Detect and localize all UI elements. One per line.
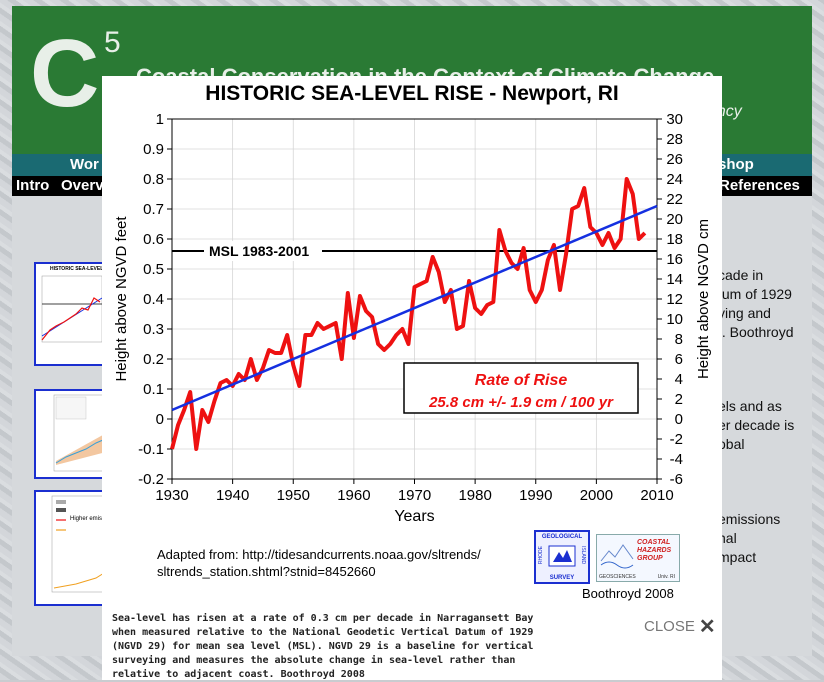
x-tick-label: 1980 bbox=[458, 487, 491, 504]
y-tick-label-right: -2 bbox=[670, 431, 683, 448]
rate-of-rise-value: 25.8 cm +/- 1.9 cm / 100 yr bbox=[428, 394, 614, 411]
y-tick-label-left: -0.2 bbox=[138, 471, 164, 488]
thumb-legend-text: Higher emiss bbox=[70, 516, 106, 522]
y-tick-label-left: 0.5 bbox=[143, 261, 164, 278]
source-credit-line-1: Adapted from: http://tidesandcurrents.no… bbox=[157, 547, 481, 562]
x-tick-label: 1950 bbox=[277, 487, 310, 504]
thumb-title: HISTORIC SEA-LEVEL R bbox=[50, 266, 109, 272]
side-text-block-1: cade in tum of 1929 ying and t. Boothroyd bbox=[718, 267, 794, 340]
rate-of-rise-title: Rate of Rise bbox=[475, 372, 568, 389]
y-axis-label-right: Height above NGVD cm bbox=[695, 219, 712, 379]
y-tick-label-right: 18 bbox=[666, 231, 683, 248]
x-tick-label: 1960 bbox=[337, 487, 370, 504]
thumb-chart-graphic bbox=[41, 275, 103, 343]
x-tick-label: 1930 bbox=[155, 487, 188, 504]
y-tick-label-left: 0 bbox=[156, 411, 164, 428]
y-tick-label-right: 26 bbox=[666, 151, 683, 168]
image-caption: Sea-level has risen at a rate of 0.3 cm … bbox=[112, 613, 534, 680]
x-tick-label: 1940 bbox=[216, 487, 249, 504]
x-tick-label: 2000 bbox=[580, 487, 613, 504]
msl-label: MSL 1983-2001 bbox=[209, 243, 309, 259]
close-icon: ✕ bbox=[698, 616, 716, 638]
side-text-block-3: emissions nal mpact bbox=[718, 511, 781, 565]
y-tick-label-right: 12 bbox=[666, 291, 683, 308]
geological-survey-logo: GEOLOGICAL RHODE ISLAND SURVEY bbox=[534, 530, 590, 584]
y-tick-label-left: 0.2 bbox=[143, 351, 164, 368]
y-tick-label-right: 6 bbox=[675, 351, 683, 368]
sea-level-chart: 1930 1940 1950 1960 1970 1980 1990 2000 2010-0.2… bbox=[113, 111, 712, 525]
y-tick-label-right: 10 bbox=[666, 311, 683, 328]
y-axis-label-left: Height above NGVD feet bbox=[113, 216, 130, 382]
chart-title: HISTORIC SEA-LEVEL RISE - Newport, RI bbox=[205, 82, 619, 105]
y-tick-label-right: 30 bbox=[666, 111, 683, 128]
y-tick-label-left: 0.4 bbox=[143, 291, 164, 308]
coastal-hazards-logo: COASTAL HAZARDS GROUP GEOSCIENCES Univ. RI bbox=[596, 534, 680, 582]
site-logo-superscript: 5 bbox=[104, 26, 121, 59]
x-tick-label: 2010 bbox=[640, 487, 673, 504]
y-tick-label-right: 22 bbox=[666, 191, 683, 208]
close-label: CLOSE bbox=[644, 618, 695, 635]
subnav-item-intro[interactable]: Intro bbox=[16, 177, 50, 194]
y-tick-label-right: 0 bbox=[675, 411, 683, 428]
y-tick-label-right: 28 bbox=[666, 131, 683, 148]
y-tick-label-left: 0.7 bbox=[143, 201, 164, 218]
lightbox-modal: HISTORIC SEA-LEVEL RISE - Newport, RI 19… bbox=[102, 76, 722, 680]
y-tick-label-left: 1 bbox=[156, 111, 164, 128]
nav-item-workshop-right[interactable]: shop bbox=[718, 156, 754, 173]
y-tick-label-left: 0.8 bbox=[143, 171, 164, 188]
y-tick-label-right: 24 bbox=[666, 171, 683, 188]
nav-item-workshop-left[interactable]: Wor bbox=[70, 156, 99, 173]
x-axis-label: Years bbox=[394, 508, 434, 525]
source-credit: Adapted from: http://tidesandcurrents.no… bbox=[157, 546, 481, 580]
y-tick-label-right: 4 bbox=[675, 371, 683, 388]
y-tick-label-right: 20 bbox=[666, 211, 683, 228]
chart-author: Boothroyd 2008 bbox=[582, 586, 674, 601]
rate-of-rise-box bbox=[403, 362, 639, 414]
sea-level-series-line bbox=[170, 177, 647, 451]
x-tick-label: 1990 bbox=[519, 487, 552, 504]
y-tick-label-right: -6 bbox=[670, 471, 683, 488]
side-text-block-2: els and as er decade is obal bbox=[718, 398, 795, 452]
y-tick-label-left: -0.1 bbox=[138, 441, 164, 458]
source-credit-line-2: sltrends_station.shtml?stnid=8452660 bbox=[157, 564, 376, 579]
y-tick-label-right: 16 bbox=[666, 251, 683, 268]
y-tick-label-left: 0.3 bbox=[143, 321, 164, 338]
y-tick-label-right: 8 bbox=[675, 331, 683, 348]
close-button[interactable]: CLOSE ✕ bbox=[644, 614, 716, 639]
msl-label-background bbox=[204, 241, 322, 261]
subnav-item-overview[interactable]: Overv bbox=[61, 177, 104, 194]
trend-line bbox=[171, 204, 658, 412]
y-tick-label-right: -4 bbox=[670, 451, 683, 468]
y-tick-label-left: 0.9 bbox=[143, 141, 164, 158]
y-tick-label-right: 14 bbox=[666, 271, 683, 288]
y-tick-label-right: 2 bbox=[675, 391, 683, 408]
y-tick-label-left: 0.1 bbox=[143, 381, 164, 398]
site-logo[interactable]: C bbox=[30, 20, 100, 127]
x-tick-label: 1970 bbox=[398, 487, 431, 504]
thumb-chart-graphic bbox=[53, 394, 111, 472]
subnav-item-references[interactable]: References bbox=[719, 177, 800, 194]
y-tick-label-left: 0.6 bbox=[143, 231, 164, 248]
